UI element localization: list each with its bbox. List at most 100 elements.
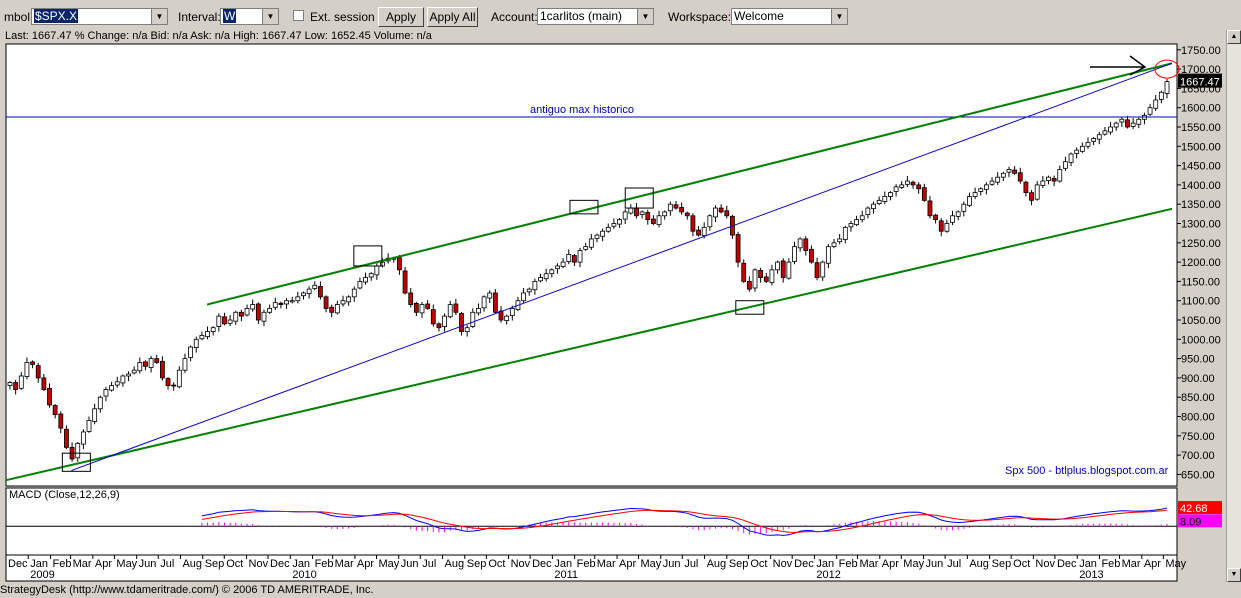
month-label: Aug <box>707 558 727 570</box>
vertical-scrollbar[interactable]: ▲ ▼ <box>1226 30 1241 582</box>
candle-body <box>64 428 69 448</box>
scroll-down-icon[interactable]: ▼ <box>1227 568 1241 582</box>
candle-body <box>809 248 814 263</box>
month-label: Mar <box>73 558 92 570</box>
price-tick-label: 1250.00 <box>1181 238 1221 250</box>
account-label: Account: <box>491 10 538 24</box>
candle-body <box>865 207 871 216</box>
month-label: May <box>903 558 924 570</box>
signal-value-label: 8.09 <box>1180 516 1201 528</box>
month-label: Jan <box>30 558 48 570</box>
candle-body <box>1164 81 1170 94</box>
candle-body <box>30 361 35 365</box>
candle-body <box>786 261 792 279</box>
candle-body <box>707 215 713 228</box>
price-tick-label: 1600.00 <box>1181 103 1221 115</box>
candle-body <box>814 262 820 278</box>
candle-body <box>380 261 385 267</box>
candle-body <box>476 308 481 314</box>
candle-body <box>1006 169 1012 173</box>
account-combo[interactable]: 1carlitos (main) ▼ <box>537 8 654 25</box>
candle-body <box>154 358 160 363</box>
candle-body <box>927 200 933 217</box>
candle-body <box>639 211 645 216</box>
month-label: Feb <box>53 558 72 570</box>
candle-body <box>346 296 352 303</box>
month-label: Feb <box>1101 558 1120 570</box>
candle-body <box>588 238 594 248</box>
candle-body <box>137 362 143 372</box>
ext-session-checkbox[interactable] <box>293 10 304 21</box>
candle-body <box>662 211 668 217</box>
candle-body <box>571 255 577 263</box>
candle-body <box>492 292 498 313</box>
candle-body <box>1046 176 1051 181</box>
candle-body <box>521 292 526 302</box>
candle-body <box>1079 145 1085 152</box>
apply-all-button[interactable]: Apply All <box>427 7 478 27</box>
candle-body <box>244 308 250 316</box>
candle-body <box>363 277 368 283</box>
highlight-box <box>624 187 654 209</box>
chevron-down-icon[interactable]: ▼ <box>637 9 653 24</box>
last-price-label: 1667.47 <box>1180 77 1220 89</box>
candle-body <box>323 296 329 309</box>
candle-body <box>995 176 1001 183</box>
chevron-down-icon[interactable]: ▼ <box>262 9 278 24</box>
month-label: Mar <box>1122 558 1141 570</box>
watermark: Spx 500 - btlplus.blogspot.com.ar <box>1005 465 1169 477</box>
month-label: Apr <box>357 558 374 570</box>
last-price-tag <box>1178 73 1222 88</box>
workspace-combo[interactable]: Welcome ▼ <box>731 8 848 25</box>
candle-body <box>487 292 493 299</box>
macd-title: MACD (Close,12,26,9) <box>9 489 120 501</box>
candle-body <box>718 207 724 213</box>
candle-body <box>933 214 938 221</box>
month-label: Feb <box>577 558 596 570</box>
symbol-combo[interactable]: $SPX.X ▼ <box>31 8 168 25</box>
month-label: Oct <box>750 558 767 570</box>
macd-panel <box>5 487 1178 556</box>
month-label: Jul <box>422 558 436 570</box>
candle-body <box>1017 172 1023 182</box>
candle-body <box>651 218 656 224</box>
candle-body <box>555 265 560 270</box>
candle-body <box>97 396 103 410</box>
candle-body <box>80 431 86 445</box>
candle-body <box>594 234 600 239</box>
month-label: Apr <box>95 558 112 570</box>
signal-line <box>201 509 1168 533</box>
candle-body <box>52 405 58 415</box>
interval-combo[interactable]: W ▼ <box>220 8 279 25</box>
month-label: Nov <box>773 558 793 570</box>
candle-body <box>1158 91 1164 100</box>
price-tick-label: 1350.00 <box>1181 199 1221 211</box>
apply-button[interactable]: Apply <box>378 7 424 27</box>
candle-body <box>566 253 572 262</box>
month-label: Aug <box>182 558 202 570</box>
chevron-down-icon[interactable]: ▼ <box>831 9 847 24</box>
candle-body <box>1051 177 1057 182</box>
highlight-box <box>353 245 383 267</box>
candle-body <box>600 230 606 237</box>
candle-body <box>284 300 289 305</box>
scroll-up-icon[interactable]: ▲ <box>1227 30 1241 44</box>
candle-body <box>701 226 707 237</box>
macd-value-tag <box>1178 501 1222 515</box>
candle-body <box>1085 142 1091 147</box>
price-tick-label: 1400.00 <box>1181 180 1221 192</box>
price-tick-label: 650.00 <box>1181 469 1215 481</box>
candle-body <box>222 316 227 325</box>
candle-body <box>955 211 961 217</box>
candle-body <box>938 220 944 232</box>
chevron-down-icon[interactable]: ▼ <box>151 9 167 24</box>
month-label: Jan <box>816 558 834 570</box>
candle-body <box>1102 130 1108 135</box>
month-label: Apr <box>882 558 899 570</box>
candle-body <box>989 180 995 185</box>
candle-body <box>882 196 888 202</box>
price-panel <box>5 43 1178 487</box>
candle-body <box>741 262 747 282</box>
month-label: Dec <box>532 558 552 570</box>
